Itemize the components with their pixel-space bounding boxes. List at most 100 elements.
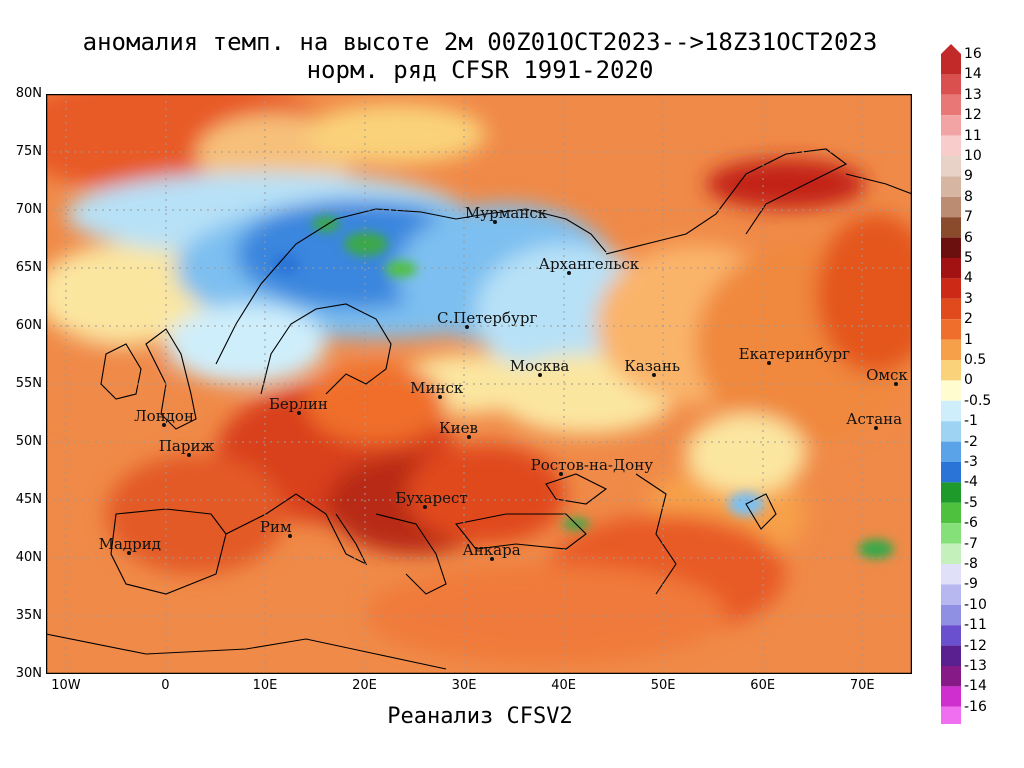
- city-marker: [423, 504, 428, 509]
- city-label: Киев: [439, 418, 478, 437]
- lat-tick-label: 80N: [15, 86, 42, 101]
- legend-label: -4: [964, 474, 978, 491]
- city-label: Лондон: [134, 406, 194, 425]
- legend-label: -8: [964, 556, 978, 572]
- legend-swatch: [941, 421, 961, 442]
- legend-label: 11: [964, 127, 982, 144]
- lon-tick-label: 60E: [750, 678, 776, 693]
- legend-label: 7: [964, 209, 973, 226]
- city-marker: [492, 219, 497, 224]
- city-marker: [558, 472, 563, 477]
- lat-tick-label: 65N: [15, 260, 42, 275]
- legend-swatch: [941, 196, 961, 218]
- legend-label: 4: [964, 270, 973, 287]
- legend-label: -7: [964, 535, 978, 552]
- lat-tick-label: 30N: [15, 666, 42, 681]
- legend-label: -5: [964, 494, 978, 511]
- lat-tick-label: 70N: [15, 202, 42, 217]
- legend-swatch: [941, 319, 961, 340]
- anomaly-map: Мурманск Архангельск С.Петербург Москва Каза…: [46, 94, 912, 674]
- legend-swatch: [941, 135, 961, 156]
- color-legend: 16 14 13 12 11 10 9 8 7 6 5 4 3 2 1 0.5 0 -0.5 -1 -2 -3 -4 -5 -…: [940, 44, 1024, 724]
- map-title-line1: аномалия темп. на высоте 2м 00Z01OCT2023…: [82, 28, 878, 56]
- graticule: [46, 94, 912, 674]
- legend-swatch: [941, 441, 961, 462]
- legend-swatch: [941, 237, 961, 258]
- legend-label: 0.5: [964, 352, 987, 368]
- legend-label: -3: [964, 454, 978, 470]
- city-label: Ростов-на-Дону: [530, 456, 654, 475]
- legend-swatch: [941, 380, 961, 401]
- legend-swatch: [941, 564, 961, 585]
- legend-swatch: [941, 94, 961, 116]
- legend-swatch: [941, 339, 961, 360]
- legend-swatch: [941, 176, 961, 197]
- cold-spots: [272, 216, 894, 559]
- legend-swatch: [941, 666, 961, 687]
- legend-swatch: [941, 278, 961, 299]
- legend-swatch: [941, 584, 961, 605]
- city-marker: [874, 426, 879, 431]
- legend-label: -2: [964, 433, 978, 450]
- legend-swatch: [941, 258, 961, 279]
- map-frame: [46, 94, 912, 674]
- legend-label: 12: [964, 107, 982, 124]
- map-title-line2: норм. ряд CFSR 1991-2020: [306, 56, 654, 84]
- city-label: Мурманск: [464, 203, 548, 222]
- city-label: Анкара: [462, 540, 521, 559]
- city-label: Бухарест: [395, 488, 468, 507]
- legend-swatch: [941, 543, 961, 564]
- legend-label: 9: [964, 168, 973, 185]
- legend-label: -0.5: [964, 392, 992, 409]
- lon-tick-label: 10E: [252, 678, 278, 693]
- city-label: Берлин: [268, 394, 328, 413]
- city-marker: [566, 271, 571, 276]
- city-marker: [126, 551, 131, 556]
- city-marker: [652, 372, 657, 377]
- legend-swatch: [941, 523, 961, 544]
- legend-label: -12: [964, 637, 987, 654]
- legend-label: -6: [964, 515, 978, 532]
- legend-label: 16: [964, 46, 982, 62]
- city-marker: [162, 422, 167, 427]
- lon-tick-label: 50E: [650, 678, 676, 693]
- lon-tick-label: 20E: [352, 678, 377, 693]
- legend-label: 8: [964, 188, 973, 205]
- legend-label: 13: [964, 86, 982, 103]
- legend-swatch: [941, 156, 961, 177]
- legend-label: 14: [964, 66, 982, 83]
- city-marker: [296, 410, 301, 415]
- legend-label: -1: [964, 413, 978, 430]
- legend-label: 5: [964, 250, 973, 266]
- footer-source: Реанализ CFSV2: [387, 704, 573, 729]
- legend-swatch: [941, 645, 961, 666]
- city-label: Мадрид: [98, 535, 161, 554]
- city-label: Архангельск: [538, 255, 640, 274]
- legend-swatch: [941, 360, 961, 381]
- lon-tick-label: 70E: [849, 678, 875, 693]
- legend-label: 1: [964, 331, 973, 348]
- legend-swatch: [941, 54, 961, 75]
- legend-swatch: [941, 502, 961, 524]
- map-canvas: [46, 94, 912, 674]
- legend-swatch: [941, 604, 961, 626]
- city-marker: [438, 394, 443, 399]
- city-marker: [467, 434, 472, 439]
- legend-swatch: [941, 462, 961, 483]
- lat-tick-label: 60N: [15, 318, 42, 333]
- legend-swatch: [941, 298, 961, 320]
- legend-label: -13: [964, 658, 987, 674]
- lat-tick-label: 50N: [15, 434, 42, 449]
- legend-swatch: [941, 217, 961, 238]
- legend-swatch: [941, 115, 961, 136]
- coastlines: [46, 148, 912, 670]
- legend-swatch: [941, 400, 961, 422]
- city-label: Екатеринбург: [738, 345, 851, 364]
- lat-tick-label: 35N: [15, 608, 42, 623]
- lat-tick-label: 75N: [15, 144, 42, 159]
- city-label: Казань: [624, 356, 681, 375]
- city-marker: [287, 533, 292, 538]
- legend-label: -16: [964, 698, 987, 715]
- lon-tick-label: 40E: [551, 678, 576, 693]
- lon-tick-label: 0: [161, 678, 170, 693]
